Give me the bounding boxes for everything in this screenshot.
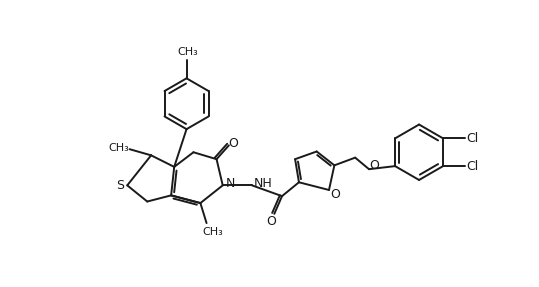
Text: CH₃: CH₃ [202,226,223,236]
Text: CH₃: CH₃ [108,143,129,153]
Text: N: N [226,177,235,190]
Text: S: S [116,179,125,192]
Text: Cl: Cl [466,160,479,172]
Text: O: O [266,215,276,228]
Text: Cl: Cl [466,132,479,145]
Text: O: O [369,159,379,172]
Text: O: O [229,137,238,150]
Text: O: O [330,188,340,201]
Text: NH: NH [253,177,272,190]
Text: CH₃: CH₃ [177,47,198,57]
